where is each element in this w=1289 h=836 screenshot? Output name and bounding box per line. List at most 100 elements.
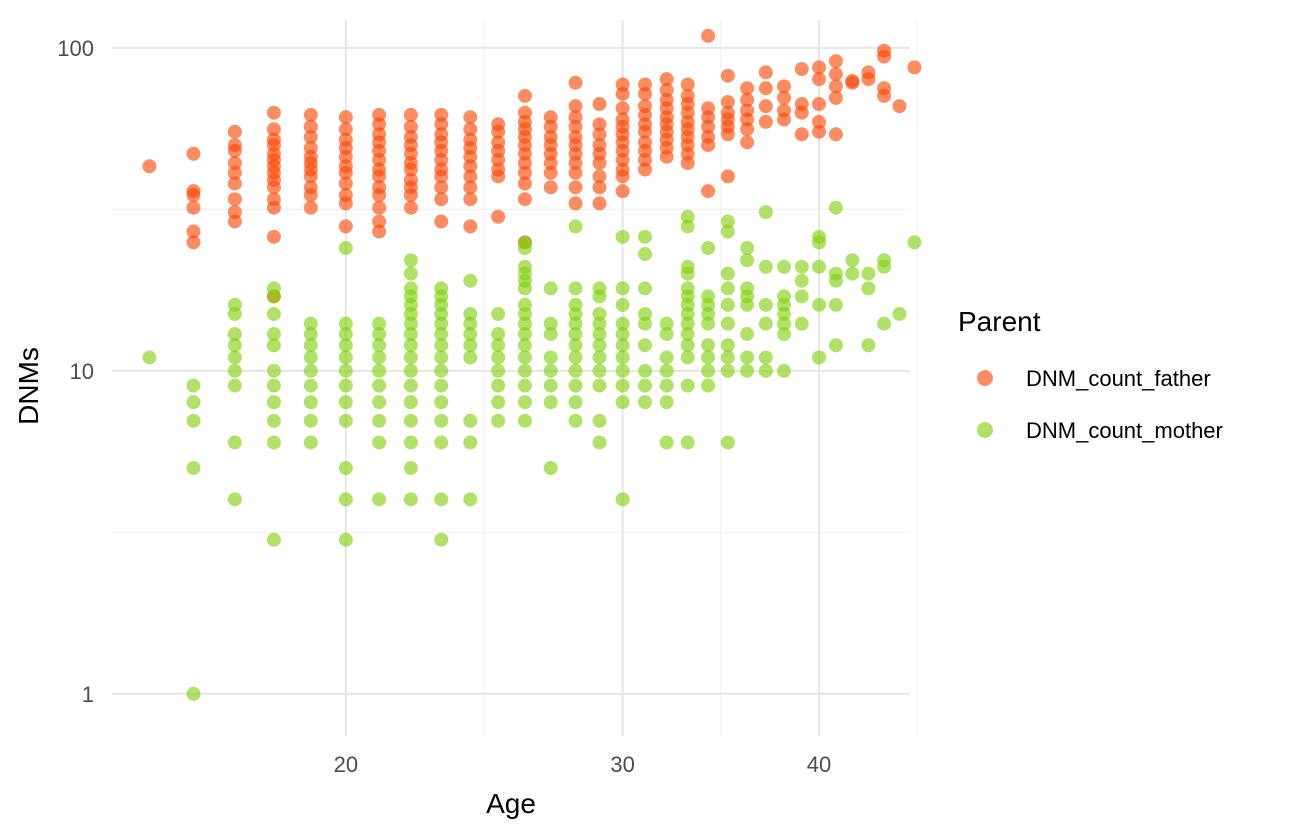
- data-point: [403, 162, 418, 177]
- data-point: [403, 492, 418, 507]
- data-point: [740, 253, 755, 268]
- data-point: [517, 338, 532, 353]
- data-point: [338, 110, 353, 125]
- data-point: [720, 281, 735, 296]
- data-point: [659, 395, 674, 410]
- data-point: [338, 492, 353, 507]
- data-point: [434, 152, 449, 167]
- data-point: [463, 273, 478, 288]
- data-point: [615, 152, 630, 167]
- legend-label: DNM_count_mother: [1026, 418, 1223, 443]
- data-point: [517, 281, 532, 296]
- data-point: [266, 306, 281, 321]
- data-point: [659, 72, 674, 87]
- data-point: [434, 532, 449, 547]
- data-point: [828, 273, 843, 288]
- data-point: [680, 327, 695, 342]
- data-point: [568, 395, 583, 410]
- legend-title: Parent: [958, 306, 1041, 337]
- data-point: [758, 259, 773, 274]
- data-point: [338, 196, 353, 211]
- data-point: [403, 363, 418, 378]
- data-point: [303, 169, 318, 184]
- data-point: [491, 169, 506, 184]
- data-point: [592, 363, 607, 378]
- data-point: [861, 338, 876, 353]
- data-point: [543, 461, 558, 476]
- data-point: [877, 259, 892, 274]
- data-point: [338, 219, 353, 234]
- data-point: [372, 117, 387, 132]
- data-point: [338, 241, 353, 256]
- data-point: [638, 86, 653, 101]
- data-point: [740, 81, 755, 96]
- data-point: [543, 363, 558, 378]
- data-point: [615, 350, 630, 365]
- data-point: [861, 281, 876, 296]
- data-point: [877, 88, 892, 103]
- data-point: [740, 122, 755, 137]
- data-point: [372, 435, 387, 450]
- data-point: [186, 224, 201, 239]
- data-point: [659, 83, 674, 98]
- data-point: [186, 235, 201, 250]
- data-point: [812, 350, 827, 365]
- data-point: [592, 289, 607, 304]
- data-point: [463, 327, 478, 342]
- data-point: [615, 101, 630, 116]
- data-point: [463, 338, 478, 353]
- data-point: [491, 327, 506, 342]
- data-point: [592, 435, 607, 450]
- data-point: [227, 363, 242, 378]
- data-point: [828, 79, 843, 94]
- y-tick-labels: 1 10 100: [57, 36, 94, 707]
- data-point: [543, 156, 558, 171]
- data-point: [372, 316, 387, 331]
- data-point: [794, 316, 809, 331]
- data-point: [338, 350, 353, 365]
- data-point: [227, 143, 242, 158]
- legend-label: DNM_count_father: [1026, 366, 1211, 391]
- data-point: [186, 378, 201, 393]
- data-point: [372, 378, 387, 393]
- data-point: [303, 316, 318, 331]
- data-point: [491, 124, 506, 139]
- data-point: [266, 105, 281, 120]
- data-point: [592, 169, 607, 184]
- data-point: [701, 138, 716, 153]
- data-point: [517, 350, 532, 365]
- data-point: [794, 273, 809, 288]
- legend-key: [977, 370, 993, 386]
- data-point: [845, 266, 860, 281]
- data-point: [615, 338, 630, 353]
- data-point: [434, 395, 449, 410]
- data-point: [434, 117, 449, 132]
- data-point: [338, 532, 353, 547]
- data-point: [680, 219, 695, 234]
- data-point: [372, 338, 387, 353]
- data-point: [638, 338, 653, 353]
- data-point: [720, 214, 735, 229]
- data-point: [592, 413, 607, 428]
- data-point: [740, 135, 755, 150]
- data-point: [491, 363, 506, 378]
- data-point: [227, 214, 242, 229]
- data-point: [568, 165, 583, 180]
- data-point: [491, 306, 506, 321]
- data-point: [680, 156, 695, 171]
- data-point: [615, 395, 630, 410]
- data-point: [758, 81, 773, 96]
- data-point: [777, 259, 792, 274]
- data-point: [615, 229, 630, 244]
- data-point: [463, 169, 478, 184]
- data-point: [892, 306, 907, 321]
- data-point: [877, 316, 892, 331]
- data-point: [680, 209, 695, 224]
- data-point: [227, 124, 242, 139]
- data-point: [543, 350, 558, 365]
- data-point: [403, 316, 418, 331]
- data-point: [543, 165, 558, 180]
- data-point: [303, 363, 318, 378]
- data-point: [701, 241, 716, 256]
- data-point: [434, 214, 449, 229]
